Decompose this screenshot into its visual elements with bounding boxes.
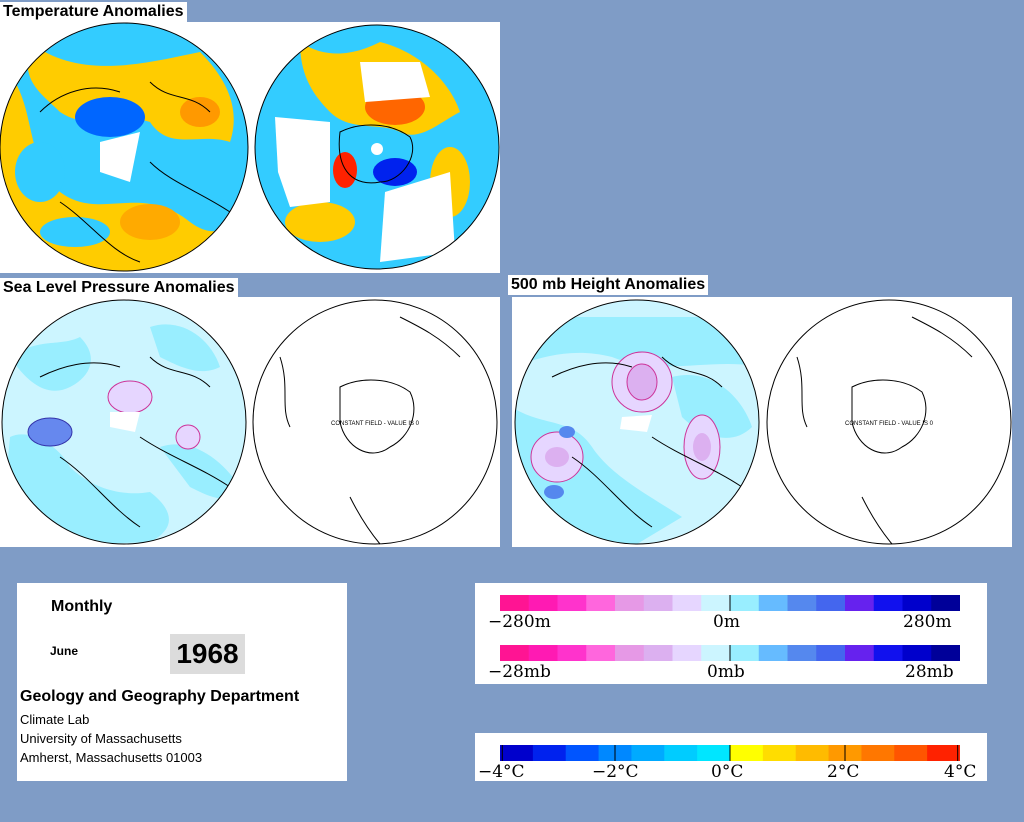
height-colorbar-swatch [816, 595, 846, 611]
temperature-colorbar-swatch [795, 745, 830, 761]
height-500mb-anomalies-title: 500 mb Height Anomalies [508, 275, 709, 295]
pressure-colorbar-swatch [643, 645, 673, 661]
height-colorbar-swatch [586, 595, 616, 611]
slp-northern-hemisphere-map [2, 300, 246, 544]
height-colorbar-swatch [931, 595, 960, 611]
temperature-colorbar-swatch [631, 745, 665, 761]
pressure-colorbar-swatch [787, 645, 817, 661]
slp-anomalies-panel: CONSTANT FIELD - VALUE IS 0 [0, 297, 500, 547]
slp-southern-hemisphere-map [252, 299, 498, 545]
pressure-colorbar-swatch [557, 645, 587, 661]
temperature-colorbar-swatch [500, 745, 534, 761]
height-colorbar-swatch [672, 595, 702, 611]
pressure-colorbar-swatch [528, 645, 558, 661]
pressure-colorbar-swatch [816, 645, 846, 661]
height-pressure-legend: −280m 0m 280m −28mb 0mb 28mb [475, 583, 987, 684]
slp-constant-field-label: CONSTANT FIELD - VALUE IS 0 [331, 421, 420, 427]
height-colorbar-swatch [528, 595, 558, 611]
info-box: Monthly June 1968 Geology and Geography … [17, 583, 347, 781]
pressure-colorbar-swatch [500, 645, 530, 661]
temperature-colorbar-swatch [894, 745, 928, 761]
temperature-anomalies-panel [0, 22, 500, 273]
month-label: June [50, 644, 79, 658]
slp-anomalies-title: Sea Level Pressure Anomalies [0, 278, 238, 298]
height-colorbar-swatch [902, 595, 932, 611]
period-label: Monthly [51, 598, 113, 615]
height-label-zero: 0m [713, 612, 740, 632]
pressure-colorbar [500, 645, 960, 661]
temperature-southern-hemisphere-map [255, 25, 499, 269]
pressure-colorbar-swatch [672, 645, 702, 661]
temperature-colorbar-swatch [861, 745, 895, 761]
temperature-label-plus4: 4°C [944, 762, 977, 782]
height-colorbar-swatch [787, 595, 817, 611]
height-colorbar-swatch [643, 595, 673, 611]
pressure-colorbar-swatch [873, 645, 903, 661]
height-colorbar-swatch [758, 595, 788, 611]
height-colorbar-swatch [557, 595, 587, 611]
temperature-legend: −4°C −2°C 0°C 2°C 4°C [475, 733, 987, 781]
height-constant-field-label: CONSTANT FIELD - VALUE IS 0 [845, 421, 934, 427]
pressure-label-max: 28mb [905, 662, 954, 682]
pressure-colorbar-swatch [586, 645, 616, 661]
temperature-colorbar [500, 745, 960, 761]
university-label: University of Massachusetts [20, 731, 182, 746]
height-colorbar-swatch [873, 595, 903, 611]
pressure-label-zero: 0mb [707, 662, 745, 682]
height-colorbar [500, 595, 960, 611]
pressure-colorbar-swatch [902, 645, 932, 661]
height-colorbar-swatch [615, 595, 645, 611]
temperature-northern-hemisphere-map [0, 23, 248, 271]
temperature-colorbar-swatch [532, 745, 567, 761]
pressure-colorbar-swatch [730, 645, 760, 661]
height-colorbar-swatch [845, 595, 875, 611]
pressure-label-min: −28mb [488, 662, 551, 682]
temperature-colorbar-swatch [927, 745, 960, 761]
temperature-label-plus2: 2°C [827, 762, 860, 782]
height-colorbar-swatch [701, 595, 731, 611]
height-southern-hemisphere-map [766, 299, 1012, 545]
temperature-anomalies-title: Temperature Anomalies [0, 2, 187, 22]
pressure-colorbar-swatch [615, 645, 645, 661]
pressure-colorbar-swatch [758, 645, 788, 661]
height-colorbar-swatch [500, 595, 530, 611]
temperature-colorbar-swatch [664, 745, 698, 761]
height-colorbar-swatch [730, 595, 760, 611]
temperature-colorbar-swatch [697, 745, 731, 761]
address-label: Amherst, Massachusetts 01003 [20, 750, 203, 765]
temperature-colorbar-swatch [762, 745, 797, 761]
height-label-max: 280m [903, 612, 952, 632]
height-500mb-anomalies-panel: CONSTANT FIELD - VALUE IS 0 [512, 297, 1012, 547]
temperature-label-minus2: −2°C [592, 762, 639, 782]
year-label: 1968 [170, 634, 245, 674]
temperature-colorbar-swatch [565, 745, 600, 761]
height-label-min: −280m [488, 612, 551, 632]
temperature-colorbar-swatch [730, 745, 764, 761]
temperature-label-minus4: −4°C [478, 762, 525, 782]
pressure-colorbar-swatch [845, 645, 875, 661]
temperature-label-zero: 0°C [711, 762, 744, 782]
pressure-colorbar-swatch [701, 645, 731, 661]
lab-label: Climate Lab [20, 712, 90, 727]
department-label: Geology and Geography Department [20, 688, 300, 705]
pressure-colorbar-swatch [931, 645, 960, 661]
